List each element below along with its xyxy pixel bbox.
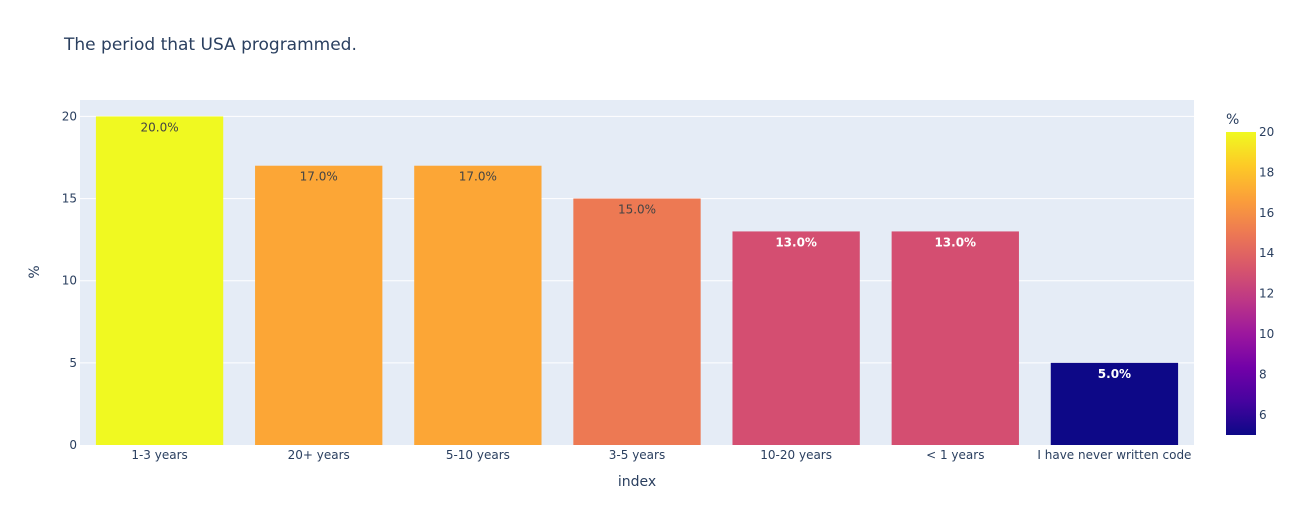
bar [1050,362,1179,445]
bar-data-label: 13.0% [775,235,817,249]
x-axis-ticks: 1-3 years 20+ years 5-10 years 3-5 years 10-… [131,448,1191,462]
bar-data-label: 5.0% [1098,367,1131,381]
colorbar-title: % [1226,112,1239,128]
bar [95,116,224,445]
colorbar-tick-label: 16 [1259,206,1274,220]
bar [891,231,1019,445]
colorbar: % 6 8 10 12 14 16 18 20 [1226,112,1274,435]
y-tick-label: 5 [69,356,77,370]
x-tick-label: 5-10 years [446,448,510,462]
x-tick-label: 10-20 years [760,448,832,462]
y-axis-title: % [27,265,43,278]
chart-title: The period that USA programmed. [63,35,357,55]
bar-data-label: 20.0% [141,120,179,134]
colorbar-tick-label: 18 [1259,165,1274,179]
x-axis-title: index [618,474,656,490]
bar-data-label: 17.0% [300,170,338,184]
colorbar-tick-label: 10 [1259,327,1274,341]
x-tick-label: I have never written code [1037,448,1191,462]
bar-data-label: 17.0% [459,170,497,184]
bar [255,165,383,445]
y-axis-ticks: 0 5 10 15 20 [62,109,77,452]
colorbar-tick-label: 8 [1259,367,1267,381]
x-tick-label: 20+ years [288,448,350,462]
bar [414,165,542,445]
colorbar-scale [1226,132,1256,435]
bar [573,198,701,445]
colorbar-tick-label: 14 [1259,246,1274,260]
y-tick-label: 15 [62,192,77,206]
x-tick-label: 1-3 years [131,448,187,462]
colorbar-ticks: 6 8 10 12 14 16 18 20 [1259,125,1274,422]
bar [732,231,860,445]
bars [95,116,1179,445]
y-tick-label: 20 [62,109,77,123]
x-tick-label: < 1 years [926,448,984,462]
y-tick-label: 10 [62,274,77,288]
y-tick-label: 0 [69,438,77,452]
data-labels: 20.0% 17.0% 17.0% 15.0% 13.0% 13.0% 5.0% [141,120,1132,380]
colorbar-tick-label: 20 [1259,125,1274,139]
bar-data-label: 15.0% [618,203,656,217]
x-tick-label: 3-5 years [609,448,665,462]
colorbar-tick-label: 12 [1259,287,1274,301]
bar-data-label: 13.0% [934,235,976,249]
colorbar-tick-label: 6 [1259,408,1267,422]
